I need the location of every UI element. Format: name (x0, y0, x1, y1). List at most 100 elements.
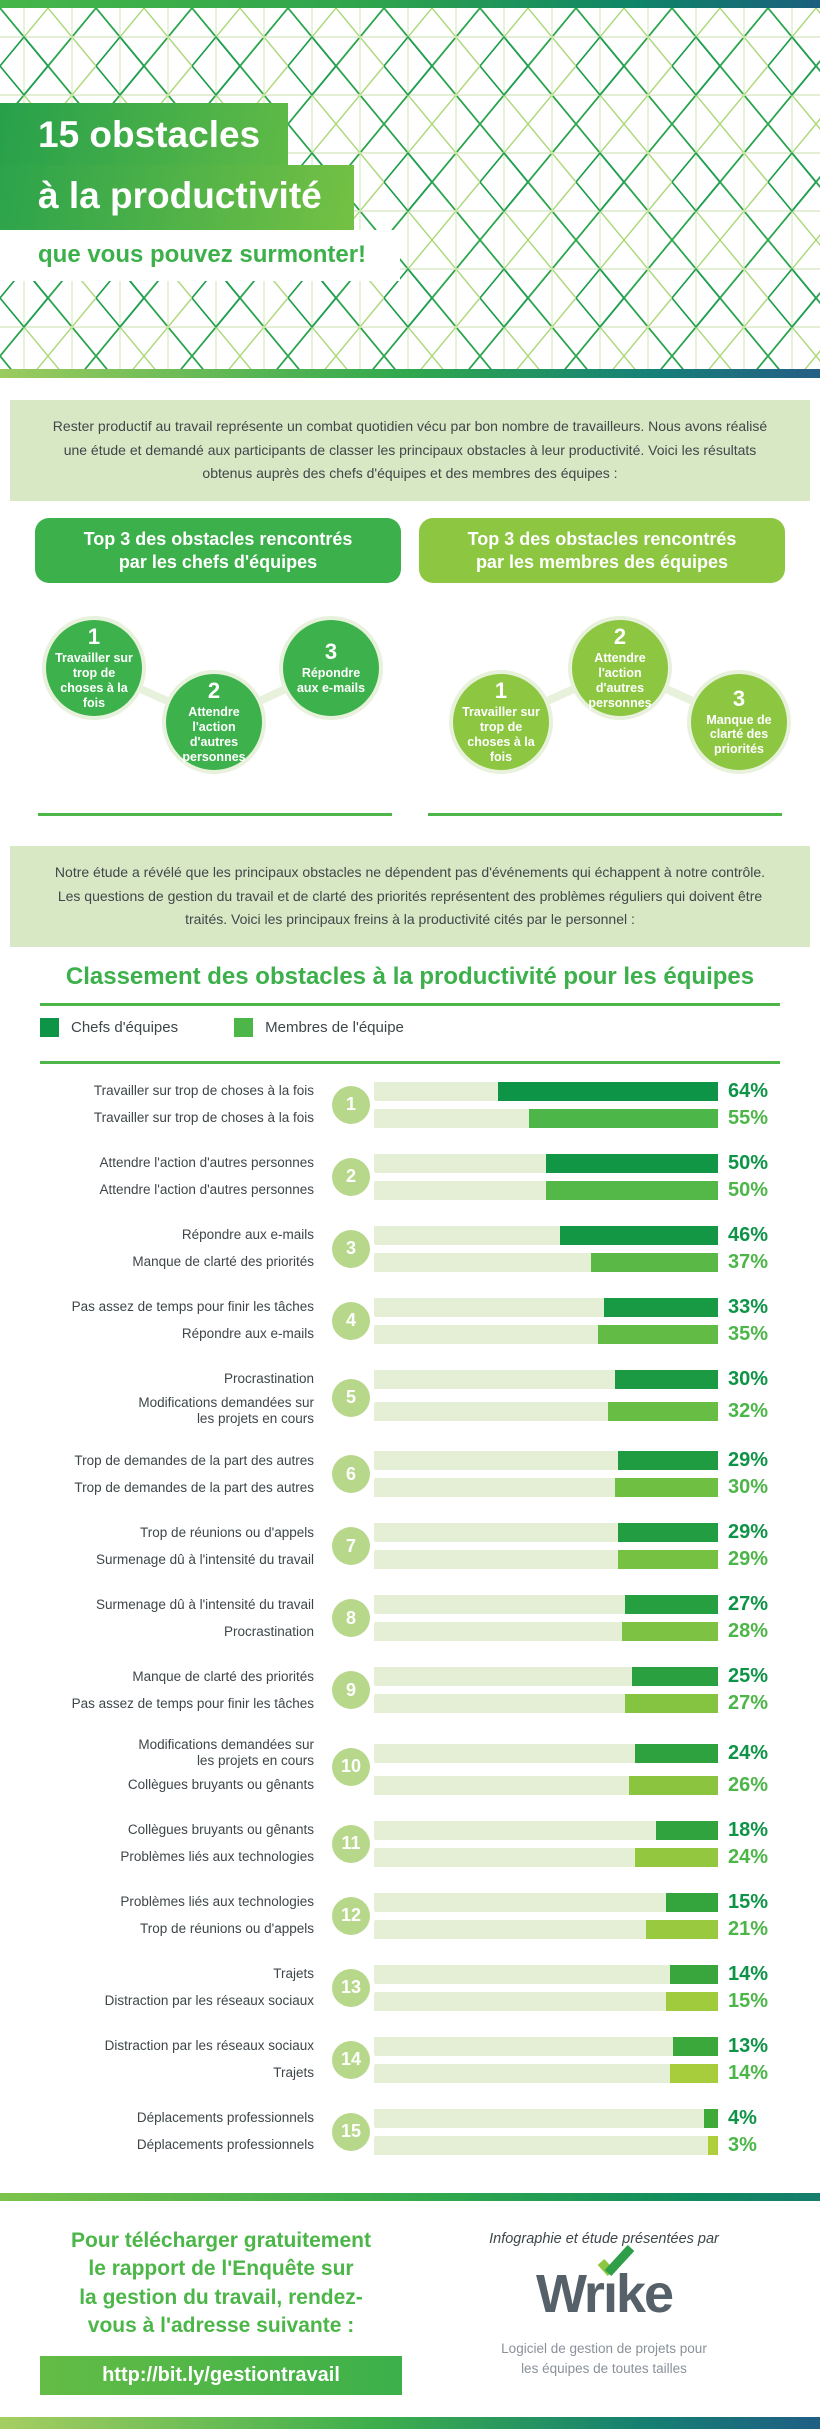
wrike-checkmark-icon (597, 2244, 635, 2276)
rank-badge: 12 (332, 1896, 370, 1935)
rule-below-legend (40, 1060, 780, 1064)
rank-number: 2 (613, 624, 627, 650)
obstacle-row: Pas assez de temps pour finir les tâches… (40, 1296, 780, 1346)
bar-track-chef (374, 1892, 718, 1912)
bar-track-membre (374, 1401, 718, 1421)
pct-chef: 24% (728, 1741, 769, 1764)
top3-chefs-circle-2: 2 Attendre l'action d'autres personnes (162, 670, 266, 775)
obstacle-row: Répondre aux e-mails Manque de clarté de… (40, 1224, 780, 1274)
obstacle-label-membre: Déplacements professionnels (136, 2137, 314, 2153)
download-cta: Pour télécharger gratuitement le rapport… (40, 2227, 402, 2395)
cta-line: la gestion du travail, rendez- (79, 2285, 363, 2309)
pct-chef: 4% (728, 2106, 757, 2129)
obstacle-label-membre: Procrastination (223, 1623, 314, 1639)
pct-membre: 30% (728, 1476, 769, 1499)
obstacle-row: Attendre l'action d'autres personnes Att… (40, 1152, 780, 1202)
obstacle-label-membre: Pas assez de temps pour finir les tâches (71, 1695, 314, 1711)
bar-fill-membre (621, 1622, 718, 1642)
bar-track-chef (374, 1081, 718, 1101)
bar-track-chef (374, 2108, 718, 2128)
bar-track-membre (374, 1252, 718, 1272)
bar-fill-chef (635, 1743, 718, 1763)
obstacle-label-membre: Trajets (273, 2065, 314, 2081)
bar-fill-chef (559, 1225, 718, 1245)
obstacle-row: Trajets Distraction par les réseaux soci… (40, 1963, 780, 2013)
bar-fill-membre (528, 1108, 718, 1128)
rank-badge: 13 (332, 1968, 370, 2007)
obstacle-label-membre: Trop de demandes de la part des autres (74, 1479, 314, 1495)
bar-track-membre (374, 1324, 718, 1344)
download-cta-text: Pour télécharger gratuitement le rapport… (40, 2227, 402, 2341)
bar-fill-membre (669, 2063, 718, 2083)
bar-fill-membre (645, 1919, 718, 1939)
pct-chef: 14% (728, 1962, 769, 1985)
chart-legend: Chefs d'équipes Membres de l'équipe (0, 1006, 820, 1049)
bar-fill-membre (590, 1252, 718, 1272)
legend-swatch-chefs (40, 1017, 59, 1037)
top3-chefs-heading: Top 3 des obstacles rencontrés par les c… (35, 517, 401, 584)
note-text: Notre étude a révélé que les principaux … (10, 846, 810, 947)
bar-track-chef (374, 1667, 718, 1687)
pct-chef: 46% (728, 1223, 769, 1246)
obstacle-label-chef: Collègues bruyants ou gênants (127, 1822, 314, 1838)
pct-chef: 33% (728, 1295, 769, 1318)
rule-above-legend (40, 1002, 780, 1006)
pct-chef: 13% (728, 2034, 769, 2057)
intro-text: Rester productif au travail représente u… (10, 400, 810, 501)
pct-chef: 64% (728, 1079, 769, 1102)
top3-membres-heading-line2: par les membres des équipes (475, 551, 729, 572)
bar-track-chef (374, 1743, 718, 1763)
obstacle-label-chef: Trop de réunions ou d'appels (140, 1524, 314, 1540)
bar-track-membre (374, 1775, 718, 1795)
bar-fill-membre (628, 1775, 718, 1795)
bar-fill-membre (635, 1847, 718, 1867)
rank-number: 1 (87, 624, 101, 650)
obstacle-label-chef: Surmenage dû à l'intensité du travail (96, 1596, 314, 1612)
rank-number: 2 (207, 678, 221, 704)
rank-badge: 1 (332, 1085, 370, 1124)
pct-membre: 50% (728, 1178, 769, 1201)
top3-membres-heading-line1: Top 3 des obstacles rencontrés (467, 528, 737, 549)
pct-membre: 24% (728, 1845, 769, 1868)
top3-chefs-circle-3: 3 Répondre aux e-mails (279, 616, 383, 721)
rank-badge: 11 (332, 1824, 370, 1863)
obstacle-row: Modifications demandées sur les projets … (40, 1737, 780, 1796)
obstacle-row: Déplacements professionnels Déplacements… (40, 2107, 780, 2157)
pct-chef: 25% (728, 1665, 769, 1688)
obstacle-name: Répondre aux e-mails (296, 666, 366, 695)
obstacle-label-chef: Attendre l'action d'autres personnes (99, 1155, 314, 1171)
pct-membre: 35% (728, 1322, 769, 1345)
obstacle-row: Distraction par les réseaux sociaux Traj… (40, 2035, 780, 2085)
obstacle-row: Trop de réunions ou d'appels Surmenage d… (40, 1521, 780, 1571)
download-url-button[interactable]: http://bit.ly/gestiontravail (40, 2355, 402, 2395)
rank-badge: 7 (332, 1527, 370, 1566)
pct-membre: 21% (728, 1917, 769, 1940)
obstacle-name: Attendre l'action d'autres personnes (588, 651, 652, 710)
header-titles: 15 obstacles à la productivité que vous … (0, 103, 401, 281)
obstacle-label-membre: Problèmes liés aux technologies (120, 1849, 314, 1865)
chart-title: Classement des obstacles à la productivi… (65, 962, 755, 990)
bar-fill-chef (614, 1369, 718, 1389)
obstacle-label-chef: Trajets (273, 1966, 314, 1982)
wrike-logo[interactable]: Wrı ke (536, 2244, 674, 2321)
obstacle-row: Procrastination Modifications demandées … (40, 1368, 780, 1427)
bar-fill-membre (666, 1991, 718, 2011)
bar-fill-membre (607, 1401, 718, 1421)
obstacle-label-chef: Modifications demandées sur les projets … (138, 1737, 314, 1769)
pct-chef: 29% (728, 1521, 769, 1544)
top3-chefs-heading-line1: Top 3 des obstacles rencontrés (83, 528, 353, 549)
pct-chef: 50% (728, 1151, 769, 1174)
obstacle-name: Travailler sur trop de choses à la fois (462, 705, 540, 764)
pct-membre: 27% (728, 1692, 769, 1715)
rank-number: 1 (494, 678, 508, 704)
obstacle-label-membre: Modifications demandées sur les projets … (138, 1394, 314, 1427)
obstacle-chart-rows: Travailler sur trop de choses à la fois … (0, 1064, 820, 2157)
page-title-line1: 15 obstacles (0, 103, 289, 165)
obstacle-label-chef: Répondre aux e-mails (181, 1227, 314, 1243)
pct-membre: 32% (728, 1399, 769, 1422)
top-gradient-bar (0, 0, 820, 8)
tagline-line: les équipes de toutes tailles (521, 2360, 687, 2376)
obstacle-name: Attendre l'action d'autres personnes (182, 705, 246, 764)
bar-fill-membre (546, 1180, 718, 1200)
bar-fill-chef (625, 1595, 718, 1615)
